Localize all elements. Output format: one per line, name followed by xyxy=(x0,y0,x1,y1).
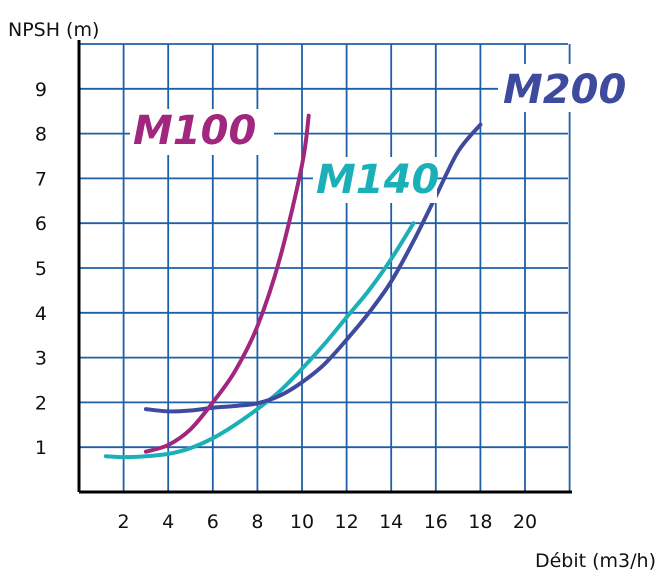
x-tick-label: 20 xyxy=(513,511,537,533)
series-label-bg-m100 xyxy=(130,109,274,155)
series-line-m100 xyxy=(143,113,311,454)
x-tick-label: 8 xyxy=(251,511,263,533)
y-tick-label: 4 xyxy=(35,303,47,325)
x-tick-label: 2 xyxy=(118,511,130,533)
y-tick-label: 9 xyxy=(35,79,47,101)
y-tick-label: 2 xyxy=(35,392,47,414)
y-axis-label: NPSH (m) xyxy=(8,19,99,41)
x-tick-label: 16 xyxy=(424,511,448,533)
series-label-m100: M100 xyxy=(133,108,256,154)
series-label-m140: M140 xyxy=(316,157,439,203)
series-label-bg-m140 xyxy=(313,157,437,203)
y-tick-label: 8 xyxy=(35,124,47,146)
axes xyxy=(77,40,572,494)
series-labels: M100 M140 M200 xyxy=(130,64,626,203)
x-tick-label: 4 xyxy=(162,511,174,533)
x-tick-label: 6 xyxy=(207,511,219,533)
x-tick-label: 12 xyxy=(335,511,359,533)
series-lines xyxy=(103,113,483,460)
x-tick-label: 18 xyxy=(468,511,492,533)
y-tick-label: 6 xyxy=(35,213,47,235)
x-axis-label: Débit (m3/h) xyxy=(535,550,656,572)
series-label-m200: M200 xyxy=(503,67,626,113)
y-tick-label: 7 xyxy=(35,168,47,190)
series-line-m140 xyxy=(103,221,416,460)
y-tick-label: 3 xyxy=(35,348,47,370)
x-tick-label: 10 xyxy=(290,511,314,533)
y-tick-label: 5 xyxy=(35,258,47,280)
y-tick-label: 1 xyxy=(35,437,47,459)
series-label-bg-m200 xyxy=(498,64,620,112)
x-tick-label: 14 xyxy=(379,511,403,533)
series-line-m200 xyxy=(143,122,483,414)
